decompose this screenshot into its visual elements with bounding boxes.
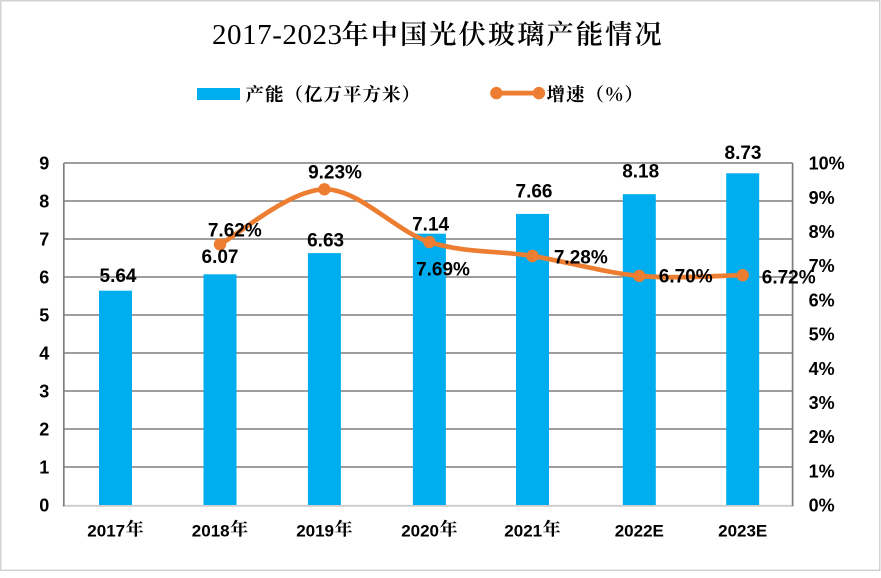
svg-text:0: 0 xyxy=(39,496,49,516)
svg-text:6.70%: 6.70% xyxy=(659,267,713,288)
svg-text:5%: 5% xyxy=(809,325,835,345)
svg-text:6: 6 xyxy=(39,268,49,288)
svg-text:7.62%: 7.62% xyxy=(208,221,262,242)
svg-text:7.14: 7.14 xyxy=(412,215,449,236)
svg-text:8%: 8% xyxy=(809,222,835,242)
svg-text:7%: 7% xyxy=(809,256,835,276)
svg-text:5: 5 xyxy=(39,306,49,326)
svg-text:9: 9 xyxy=(39,154,49,174)
svg-text:2017: 2017 xyxy=(87,522,125,541)
svg-text:9.23%: 9.23% xyxy=(308,163,362,184)
svg-text:8.73: 8.73 xyxy=(725,143,762,164)
svg-text:7: 7 xyxy=(39,230,49,250)
svg-text:10%: 10% xyxy=(809,154,845,174)
svg-text:7.69%: 7.69% xyxy=(416,260,470,281)
svg-text:2%: 2% xyxy=(809,427,835,447)
svg-text:8: 8 xyxy=(39,192,49,212)
svg-text:6.63: 6.63 xyxy=(307,230,344,251)
svg-text:6.72%: 6.72% xyxy=(762,267,816,288)
svg-text:2017-2023: 2017-2023 xyxy=(212,19,343,51)
svg-text:2021: 2021 xyxy=(504,522,542,541)
svg-text:3%: 3% xyxy=(809,393,835,413)
svg-text:1%: 1% xyxy=(809,461,835,481)
svg-text:2022E: 2022E xyxy=(615,522,664,541)
svg-text:2: 2 xyxy=(39,420,49,440)
svg-text:7.66: 7.66 xyxy=(516,182,553,203)
svg-text:5.64: 5.64 xyxy=(100,266,137,287)
svg-text:3: 3 xyxy=(39,382,49,402)
svg-text:8.18: 8.18 xyxy=(622,162,659,183)
svg-text:2019: 2019 xyxy=(296,522,334,541)
svg-text:1: 1 xyxy=(39,458,49,478)
svg-text:4%: 4% xyxy=(809,359,835,379)
svg-text:9%: 9% xyxy=(809,188,835,208)
svg-text:2023E: 2023E xyxy=(718,522,767,541)
svg-text:6.07: 6.07 xyxy=(202,247,239,268)
svg-text:4: 4 xyxy=(39,344,49,364)
svg-text:0%: 0% xyxy=(809,496,835,516)
svg-text:2020: 2020 xyxy=(401,522,439,541)
svg-text:7.28%: 7.28% xyxy=(554,247,608,268)
svg-text:6%: 6% xyxy=(809,290,835,310)
svg-text:2018: 2018 xyxy=(192,522,230,541)
